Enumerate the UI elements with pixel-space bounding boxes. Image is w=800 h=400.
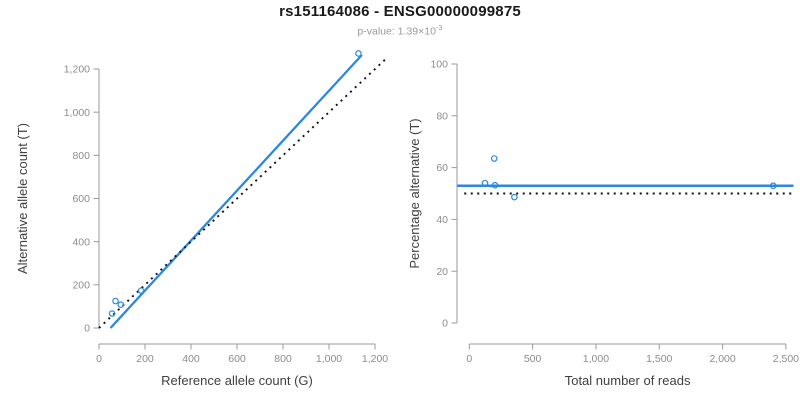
- x-tick-label: 400: [182, 353, 200, 365]
- fit-line: [109, 54, 363, 329]
- x-tick-label: 0: [96, 353, 102, 365]
- right-plot: 0 500 1,000 1,500 2,000 2,500 0 20 40 60 80 100 Tota…: [407, 59, 799, 388]
- data-point: [491, 181, 499, 189]
- x-tick-label: 1,500: [646, 353, 672, 365]
- x-tick-label: 1,000: [316, 353, 342, 365]
- left-plot: 0 200 400 600 800 1,000 1,200 0 200 400 600 800 1,00…: [15, 50, 389, 388]
- pvalue-text: p-value: 1.39×10: [357, 25, 436, 38]
- data-point: [769, 182, 777, 190]
- x-axis-title: Reference allele count (G): [161, 373, 313, 388]
- y-tick-label: 0: [84, 323, 90, 335]
- y-tick-label: 1,000: [64, 107, 90, 119]
- y-tick-label: 40: [436, 214, 448, 226]
- y-tick-label: 200: [72, 279, 90, 291]
- data-point: [490, 155, 498, 162]
- x-tick-label: 2,500: [773, 353, 799, 365]
- x-tick-label: 1,000: [583, 353, 609, 365]
- y-tick-label: 0: [442, 318, 448, 330]
- data-point: [108, 310, 116, 317]
- y-tick-label: 80: [436, 110, 448, 122]
- data-point: [112, 297, 119, 305]
- x-tick-label: 800: [274, 353, 292, 365]
- x-tick-label: 600: [228, 353, 246, 365]
- data-point: [137, 287, 145, 294]
- x-tick-label: 0: [466, 353, 472, 365]
- data-point: [481, 179, 489, 187]
- identity-line: [98, 56, 389, 329]
- y-axis-title: Alternative allele count (T): [15, 123, 30, 274]
- y-tick-label: 600: [72, 193, 90, 205]
- x-axis-title: Total number of reads: [565, 373, 691, 388]
- x-tick-label: 2,000: [709, 353, 735, 365]
- y-tick-label: 1,200: [64, 64, 90, 76]
- plot-subtitle: p-value: 1.39×10-3: [0, 23, 800, 38]
- y-tick-label: 100: [430, 59, 448, 71]
- y-tick-label: 400: [72, 236, 90, 248]
- x-tick-label: 500: [524, 353, 542, 365]
- y-axis-title: Percentage alternative (T): [407, 118, 422, 268]
- x-tick-label: 1,200: [362, 353, 388, 365]
- plot-title: rs151164086 - ENSG00000099875: [279, 3, 521, 20]
- y-tick-label: 20: [436, 266, 448, 278]
- y-tick-label: 60: [436, 162, 448, 174]
- data-point: [117, 301, 125, 308]
- pvalue-exponent: -3: [435, 23, 443, 32]
- x-tick-label: 200: [136, 353, 154, 365]
- data-point: [355, 50, 362, 57]
- y-tick-label: 800: [72, 150, 90, 162]
- data-point: [511, 193, 518, 201]
